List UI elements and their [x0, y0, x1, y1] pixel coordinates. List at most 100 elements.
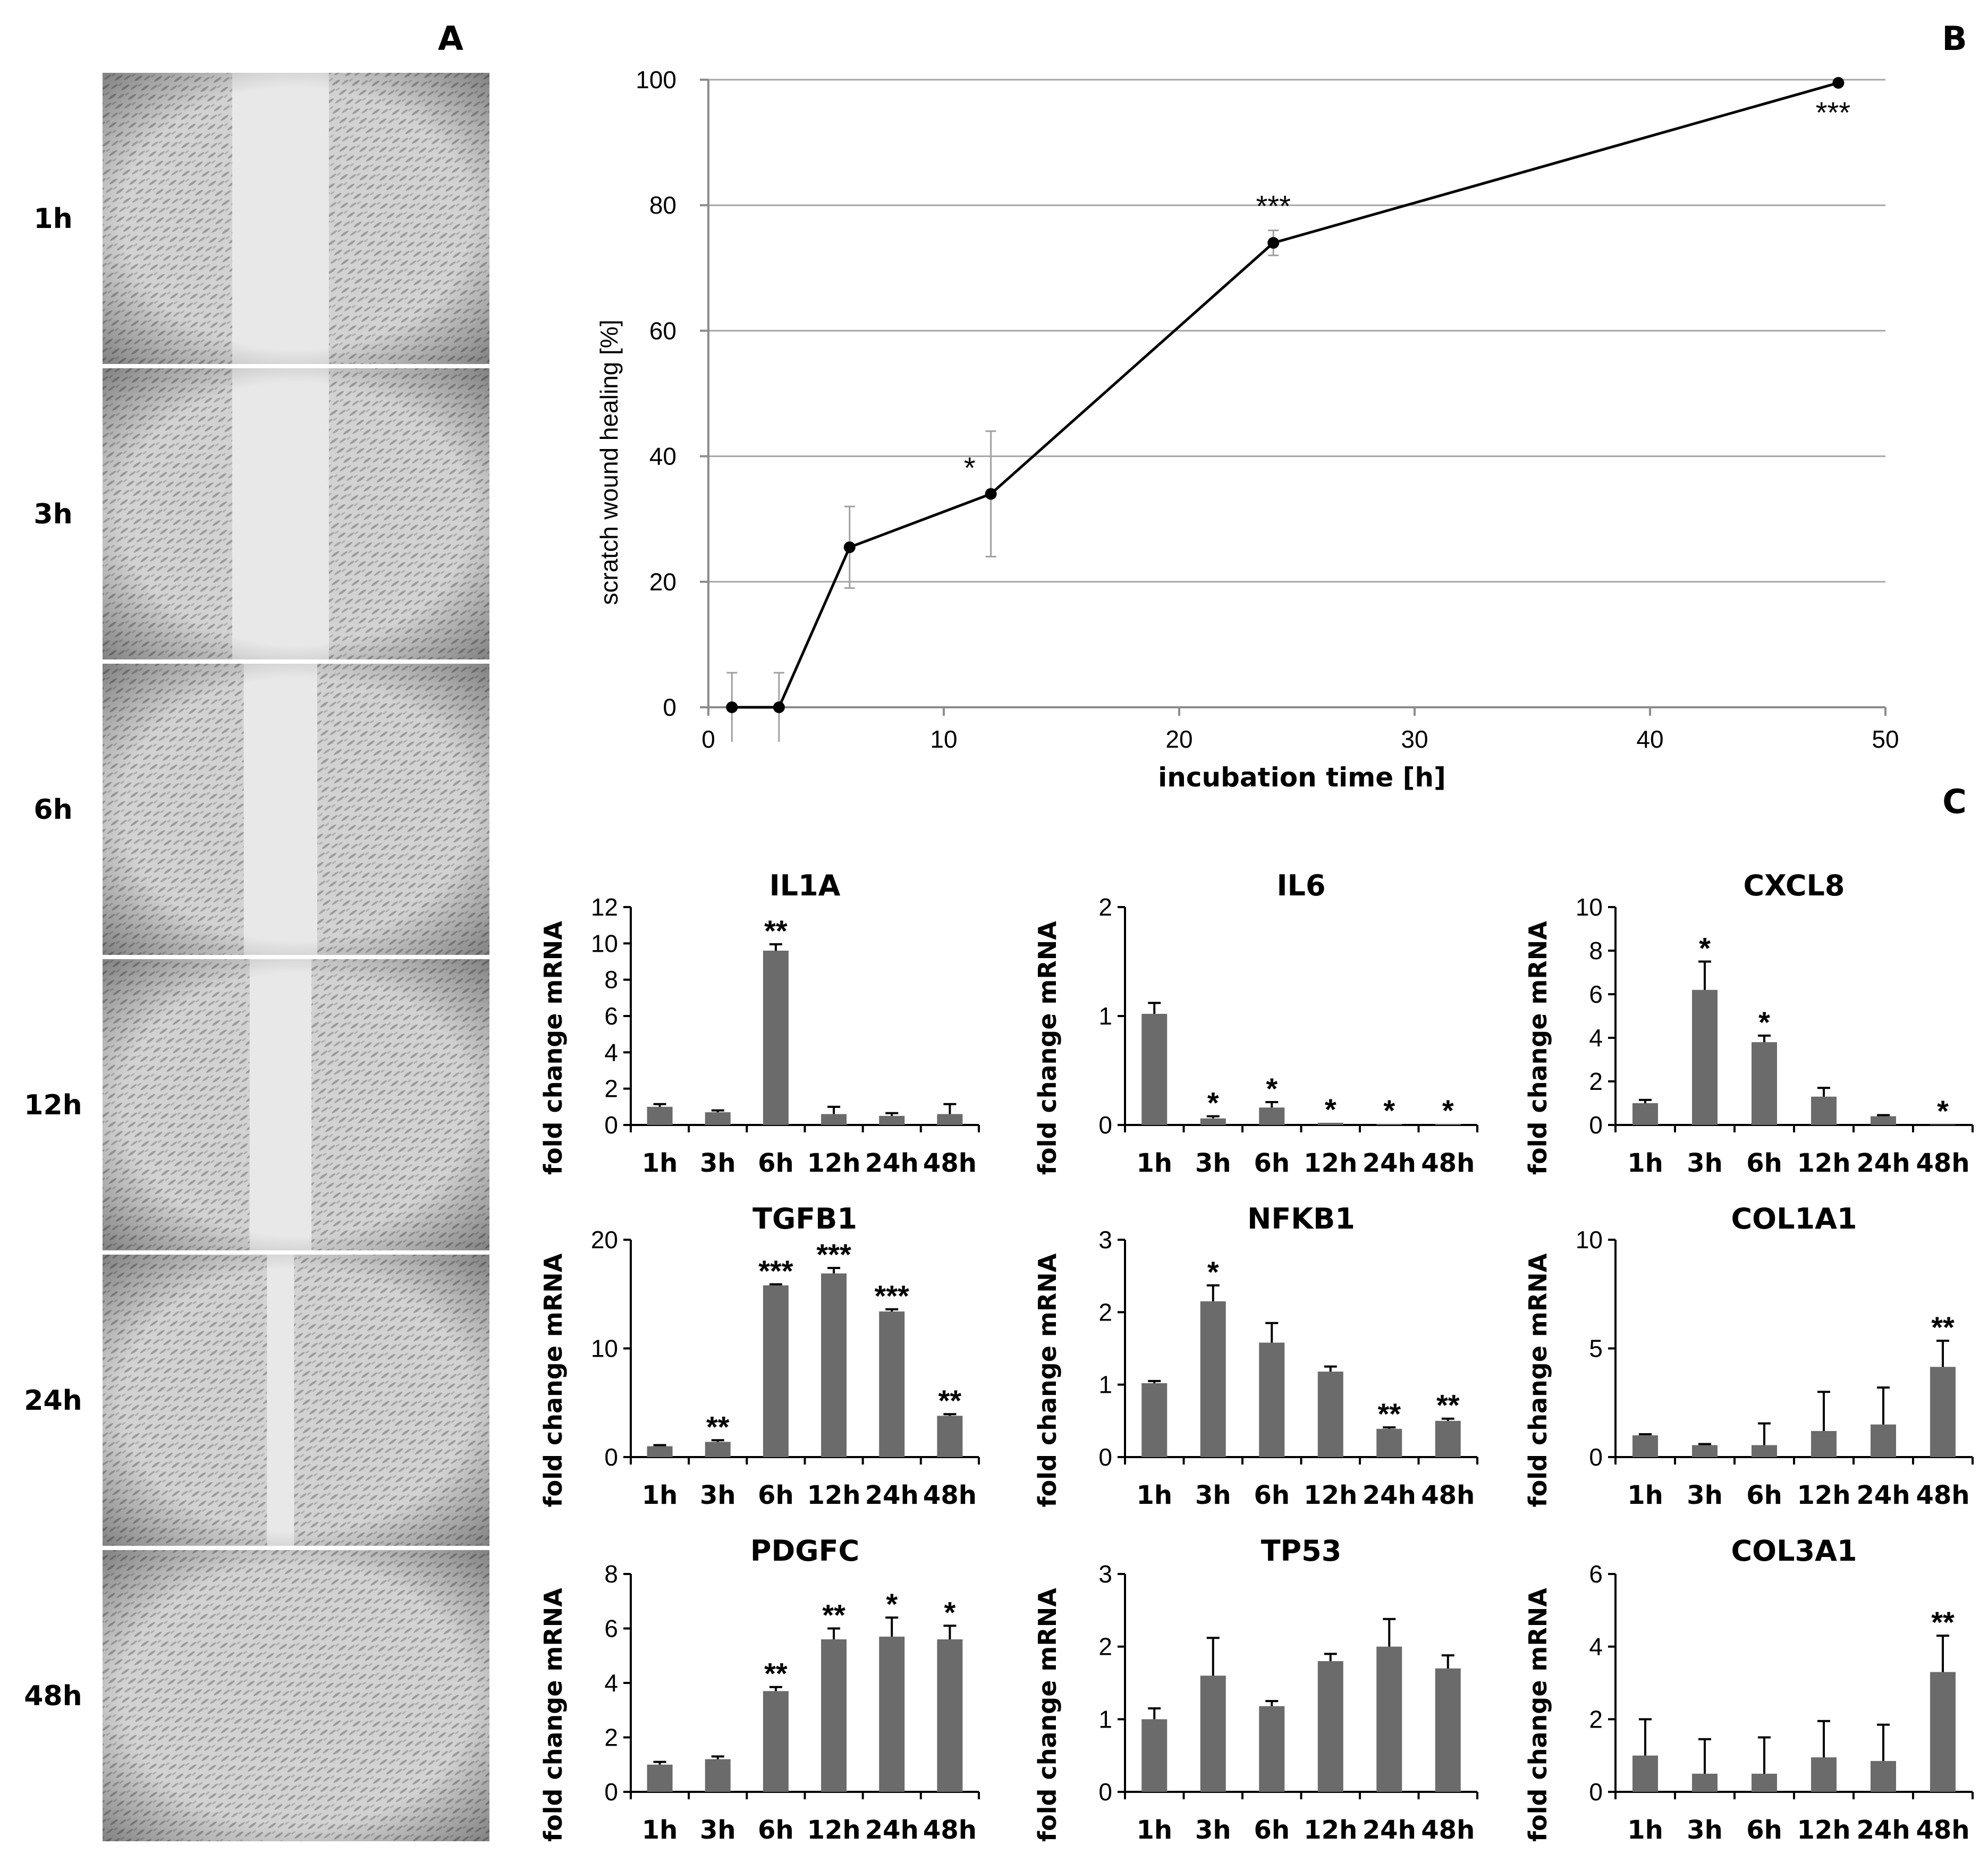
x-tick-label: 3h	[1687, 1480, 1723, 1510]
y-tick-label: 4	[604, 1038, 618, 1066]
y-tick-label: 6	[604, 1002, 618, 1030]
y-tick-label: 2	[1098, 893, 1112, 921]
chart-title: COL1A1	[1731, 1202, 1857, 1235]
significance-label: ***	[758, 1254, 793, 1288]
significance-label: *	[1266, 1072, 1278, 1105]
x-tick-label: 3h	[1687, 1815, 1723, 1845]
panel-a-micrographs: 1h 3h 6h 12h 24h 48h	[24, 73, 489, 1841]
x-tick-label: 6h	[1746, 1148, 1782, 1178]
bar	[647, 1106, 673, 1125]
bar	[1632, 1435, 1658, 1457]
y-tick-labels: 0 20 40 60 80 100	[636, 66, 708, 721]
micrograph-12h	[103, 959, 489, 1250]
y-axis-label: fold change mRNA	[539, 1253, 568, 1507]
bar	[1930, 1367, 1956, 1457]
bar	[1692, 1445, 1718, 1457]
bar	[1376, 1123, 1402, 1125]
y-tick-label: 6	[1589, 980, 1603, 1008]
bar	[1752, 1773, 1777, 1792]
x-tick-label: 12h	[1797, 1148, 1851, 1178]
bar	[1200, 1675, 1226, 1792]
bar	[1752, 1042, 1777, 1125]
bar	[1811, 1431, 1837, 1457]
x-tick-label: 1h	[642, 1480, 678, 1510]
bar-chart-nfkb1: NFKB1 fold change mRNA 0 1 2 3 1h 3h * 6h 12h 24h **…	[1033, 1202, 1478, 1510]
bar	[1141, 1383, 1168, 1457]
y-tick-label: 2	[604, 1075, 618, 1103]
y-axis-label: fold change mRNA	[1033, 1253, 1062, 1507]
significance-label: *	[1758, 1005, 1770, 1039]
x-tick-label: 1h	[1136, 1148, 1172, 1178]
y-tick-label: 60	[649, 317, 676, 344]
x-tick-label: 1h	[642, 1815, 678, 1845]
bar	[1811, 1757, 1837, 1792]
x-tick-label: 6h	[758, 1480, 794, 1510]
bar	[1259, 1107, 1285, 1125]
significance-label: *	[1442, 1094, 1454, 1127]
y-tick-label: 5	[1589, 1335, 1603, 1362]
bar	[821, 1639, 847, 1792]
y-axis-label: fold change mRNA	[1524, 1253, 1552, 1507]
micrograph-48h	[103, 1550, 489, 1841]
panel-label-a: A	[438, 19, 463, 58]
x-tick-label: 24h	[1363, 1480, 1416, 1510]
x-tick-label: 20	[1165, 725, 1192, 753]
bar	[1435, 1668, 1461, 1792]
x-tick-label: 3h	[700, 1148, 736, 1178]
y-axis-label: fold change mRNA	[1033, 921, 1062, 1175]
y-tick-label: 12	[591, 893, 618, 921]
data-point	[843, 541, 856, 553]
x-tick-label: 12h	[1797, 1480, 1851, 1510]
x-tick-label: 6h	[1746, 1815, 1782, 1845]
x-tick-label: 6h	[1254, 1815, 1290, 1845]
bar	[1930, 1124, 1956, 1125]
micrograph-3h	[103, 368, 489, 659]
bar	[1811, 1096, 1837, 1125]
chart-title: IL6	[1276, 869, 1325, 902]
y-tick-label: 0	[604, 1111, 618, 1139]
bar	[1632, 1755, 1658, 1792]
x-tick-label: 6h	[1254, 1148, 1290, 1178]
bar	[879, 1636, 905, 1792]
bar	[705, 1112, 731, 1125]
chart-title: PDGFC	[750, 1534, 859, 1568]
bar	[1871, 1761, 1896, 1792]
y-tick-label: 3	[1098, 1226, 1112, 1254]
x-tick-label: 3h	[1195, 1148, 1231, 1178]
y-tick-label: 10	[1576, 1226, 1603, 1254]
x-tick-label: 3h	[700, 1815, 736, 1845]
y-tick-label: 0	[1098, 1111, 1112, 1139]
gridlines	[708, 79, 1885, 583]
vignette	[103, 368, 489, 659]
error-bars	[726, 229, 1279, 742]
y-tick-label: 1	[1098, 1705, 1112, 1733]
micrograph-24h	[103, 1255, 489, 1546]
y-tick-label: 20	[591, 1226, 618, 1254]
y-tick-label: 80	[649, 191, 676, 219]
micrograph-1h	[103, 73, 489, 364]
x-tick-labels: 0 10 20 30 40 50	[701, 707, 1899, 753]
significance-label: *	[944, 1595, 956, 1629]
y-tick-label: 8	[604, 1560, 618, 1588]
significance-label: **	[1931, 1605, 1955, 1639]
x-tick-label: 12h	[1304, 1148, 1357, 1178]
vignette	[103, 664, 489, 955]
y-tick-label: 0	[1589, 1111, 1603, 1139]
x-tick-label: 24h	[1363, 1148, 1416, 1178]
x-axis-label: incubation time [h]	[1158, 762, 1446, 793]
bar	[937, 1114, 963, 1125]
x-tick-label: 40	[1636, 725, 1663, 753]
panel-label-b: B	[1942, 19, 1967, 58]
x-tick-label: 48h	[923, 1480, 977, 1510]
y-tick-label: 100	[636, 66, 676, 94]
y-axis-label: fold change mRNA	[539, 921, 568, 1175]
y-tick-label: 4	[1589, 1024, 1603, 1052]
y-tick-label: 4	[1589, 1633, 1603, 1661]
micrograph-label: 6h	[33, 794, 72, 826]
x-tick-label: 48h	[1421, 1148, 1475, 1178]
micrograph-label: 48h	[24, 1680, 82, 1712]
y-axis-label: scratch wound healing [%]	[595, 320, 623, 605]
data-point	[985, 488, 997, 500]
y-tick-label: 0	[1589, 1443, 1603, 1471]
